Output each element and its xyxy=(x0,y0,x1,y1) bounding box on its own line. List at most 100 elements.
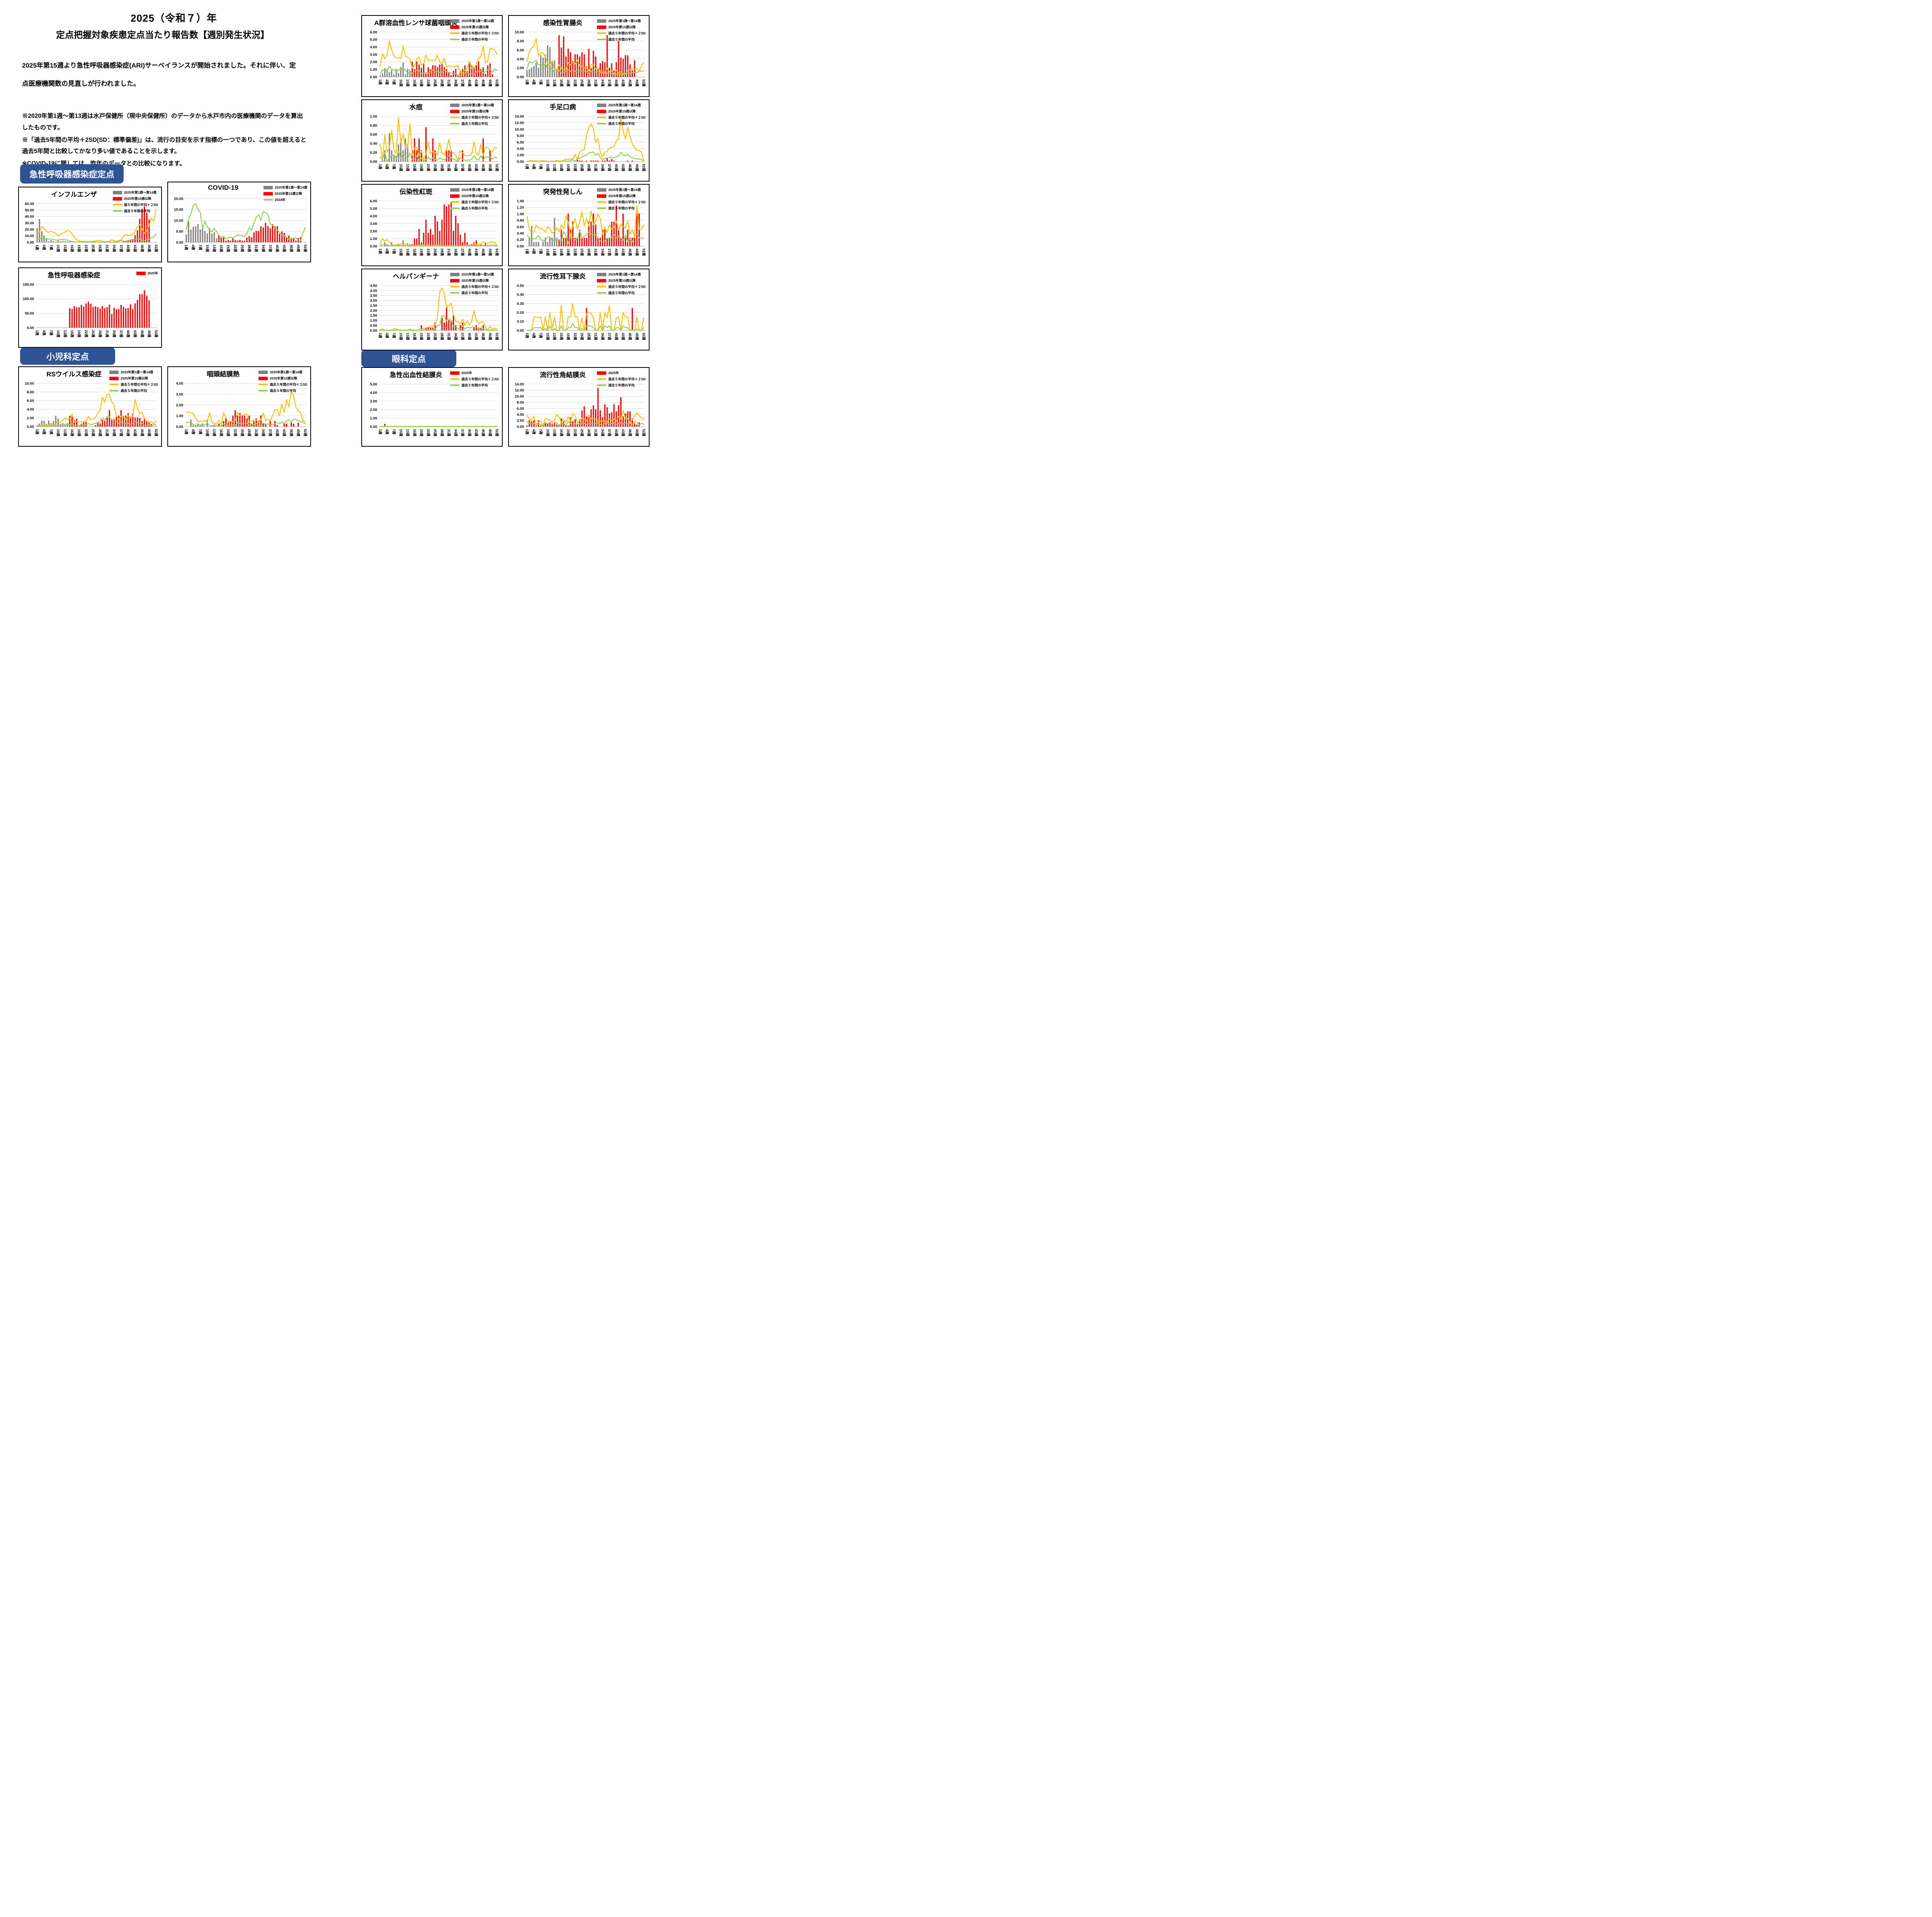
legend-label: 過去５年間の平均 xyxy=(124,209,150,213)
svg-text:4週: 4週 xyxy=(532,333,536,338)
legend-label: 2025年第1週～第14週 xyxy=(608,188,641,192)
chart-legend-rs: 2025年第1週～第14週 2025年第15週以降 過去５年間の平均＋２SD 過去５年… xyxy=(109,370,158,395)
legend-label: 過去５年間の平均＋２SD xyxy=(121,383,158,386)
chart-canvas-varicella: 0.00 0.20 0.40 0.60 0.80 1.00 1週 4週 7週 10週 13週 16週 1… xyxy=(362,100,502,181)
svg-text:3.00: 3.00 xyxy=(370,222,378,226)
svg-text:25週: 25週 xyxy=(433,429,437,437)
legend-item: 過去５年間の平均 xyxy=(259,388,307,393)
svg-text:4週: 4週 xyxy=(42,330,46,336)
svg-text:43週: 43週 xyxy=(474,333,478,340)
legend-swatch-red xyxy=(450,109,460,113)
legend-item: 過去５年間の平均 xyxy=(450,121,499,126)
svg-text:1週: 1週 xyxy=(184,429,188,435)
svg-text:34週: 34週 xyxy=(454,79,457,87)
chart-title-covid19: COVID-19 xyxy=(208,184,238,191)
svg-text:16週: 16週 xyxy=(560,333,563,340)
legend-item: 過去５年間の平均 xyxy=(597,121,646,126)
svg-text:13週: 13週 xyxy=(406,248,410,256)
chart-legend-roseola: 2025年第1週～第14週 2025年第15週以降 過去５年間の平均＋２SD 過去５年… xyxy=(597,187,646,212)
chart-pharyngoconjunctival-fever: 咽頭結膜熱 0.00 1.00 2.00 3.00 4.00 1週 4週 7週 10週 13週 16… xyxy=(167,366,311,447)
svg-text:31週: 31週 xyxy=(105,429,109,437)
legend-item: 過去５年間の平均＋２SD xyxy=(597,284,646,289)
legend-item: 2025年第1週～第14週 xyxy=(597,272,646,277)
svg-text:3.00: 3.00 xyxy=(176,392,184,396)
svg-text:7週: 7週 xyxy=(198,429,202,435)
svg-text:16週: 16週 xyxy=(560,164,563,172)
svg-text:52週: 52週 xyxy=(154,429,158,437)
svg-text:22週: 22週 xyxy=(426,164,430,172)
svg-text:22週: 22週 xyxy=(426,79,430,87)
legend-label: 過去５年間の平均＋２SD xyxy=(608,200,646,204)
svg-text:52週: 52週 xyxy=(154,330,158,338)
chart-canvas-group-a-strep: 0.00 1.00 2.00 3.00 4.00 5.00 6.00 1週 4週 7週 10週 13週… xyxy=(362,16,502,96)
svg-text:4週: 4週 xyxy=(532,79,536,85)
svg-text:4.00: 4.00 xyxy=(370,45,378,49)
svg-text:31週: 31週 xyxy=(254,245,258,252)
svg-text:10.00: 10.00 xyxy=(25,234,34,238)
legend-item: 過去５年間の平均 xyxy=(597,37,646,42)
legend-swatch-yellow xyxy=(450,286,460,287)
legend-label: 過去５年間の平均＋２SD xyxy=(461,31,499,35)
svg-text:49週: 49週 xyxy=(488,164,492,172)
svg-text:7週: 7週 xyxy=(539,429,543,435)
svg-text:46週: 46週 xyxy=(289,245,293,252)
svg-text:46週: 46週 xyxy=(628,333,632,340)
svg-text:43週: 43週 xyxy=(133,245,137,252)
svg-text:49週: 49週 xyxy=(296,245,300,252)
svg-text:0.10: 0.10 xyxy=(517,320,524,324)
svg-text:40週: 40週 xyxy=(126,429,130,437)
legend-label: 過５年間の平均＋２SD xyxy=(124,203,158,207)
svg-text:25週: 25週 xyxy=(91,330,95,338)
chart-canvas-acute-hemorrhagic-conjunctivitis: 0.00 1.00 2.00 3.00 4.00 5.00 1週 4週 7週 10週 13週 16週 1… xyxy=(362,368,502,446)
svg-text:40週: 40週 xyxy=(468,333,471,340)
svg-text:25週: 25週 xyxy=(580,429,584,437)
legend-item: 過去５年間の平均＋２SD xyxy=(450,200,499,204)
legend-swatch-green xyxy=(450,384,460,386)
chart-title-herpangina: ヘルパンギーナ xyxy=(393,273,439,280)
svg-text:37週: 37週 xyxy=(607,333,611,340)
legend-label: 過去５年間の平均 xyxy=(608,37,635,41)
svg-text:19週: 19週 xyxy=(420,164,423,172)
svg-text:1週: 1週 xyxy=(35,429,39,435)
legend-label: 過去５年間の平均＋２SD xyxy=(608,377,646,381)
legend-label: 2025年第1週～第14週 xyxy=(270,370,303,374)
svg-text:0.00: 0.00 xyxy=(517,244,524,248)
legend-label: 過去５年間の平均 xyxy=(461,383,488,387)
svg-text:28週: 28週 xyxy=(440,429,444,437)
legend-item: 2025年第15週以降 xyxy=(450,109,499,114)
svg-text:100.00: 100.00 xyxy=(23,297,34,301)
svg-text:2.00: 2.00 xyxy=(176,403,184,407)
legend-item: 過去５年間の平均＋２SD xyxy=(450,31,499,36)
legend-label: 2025年第15週以降 xyxy=(608,279,636,282)
legend-label: 2025年第1週～第14週 xyxy=(461,103,494,107)
svg-text:5.00: 5.00 xyxy=(370,38,378,42)
legend-label: 過去５年間の平均＋２SD xyxy=(461,285,499,289)
legend-label: 過去５年間の平均 xyxy=(608,291,635,295)
chart-canvas-mumps: 0.00 0.10 0.20 0.30 0.40 0.50 1週 4週 7週 10週 13週 16週 1… xyxy=(509,269,649,350)
svg-text:1週: 1週 xyxy=(378,429,382,435)
svg-text:13週: 13週 xyxy=(553,429,556,437)
svg-text:1.00: 1.00 xyxy=(370,114,378,119)
svg-text:2.00: 2.00 xyxy=(370,60,378,65)
page-title-year: 2025（令和７）年 xyxy=(131,12,217,24)
legend-item: 過去５年間の平均 xyxy=(112,209,158,213)
svg-text:43週: 43週 xyxy=(282,245,286,252)
legend-swatch-gray xyxy=(450,272,460,276)
legend-item: 2025年第15週以降 xyxy=(263,191,307,196)
svg-text:46週: 46週 xyxy=(481,333,485,340)
legend-swatch-green xyxy=(597,384,607,386)
legend-swatch-gray xyxy=(597,272,607,276)
svg-text:1週: 1週 xyxy=(35,330,39,336)
svg-text:10.00: 10.00 xyxy=(515,30,524,34)
svg-text:31週: 31週 xyxy=(447,429,451,437)
svg-text:2.00: 2.00 xyxy=(517,153,524,158)
svg-text:4週: 4週 xyxy=(191,429,195,435)
legend-item: 2025年第15週以降 xyxy=(259,376,307,381)
svg-text:1.00: 1.00 xyxy=(370,319,378,323)
svg-text:13週: 13週 xyxy=(406,164,410,172)
chart-title-exanthema-subitum: 突発性発しん xyxy=(543,188,583,196)
svg-text:49週: 49週 xyxy=(296,429,300,437)
chart-canvas-infectious-gastroenteritis: 0.00 2.00 4.00 6.00 8.00 10.00 1週 4週 7週 10週 13週 16週… xyxy=(509,16,649,96)
legend-swatch-gray xyxy=(263,185,273,189)
svg-text:19週: 19週 xyxy=(566,248,570,256)
